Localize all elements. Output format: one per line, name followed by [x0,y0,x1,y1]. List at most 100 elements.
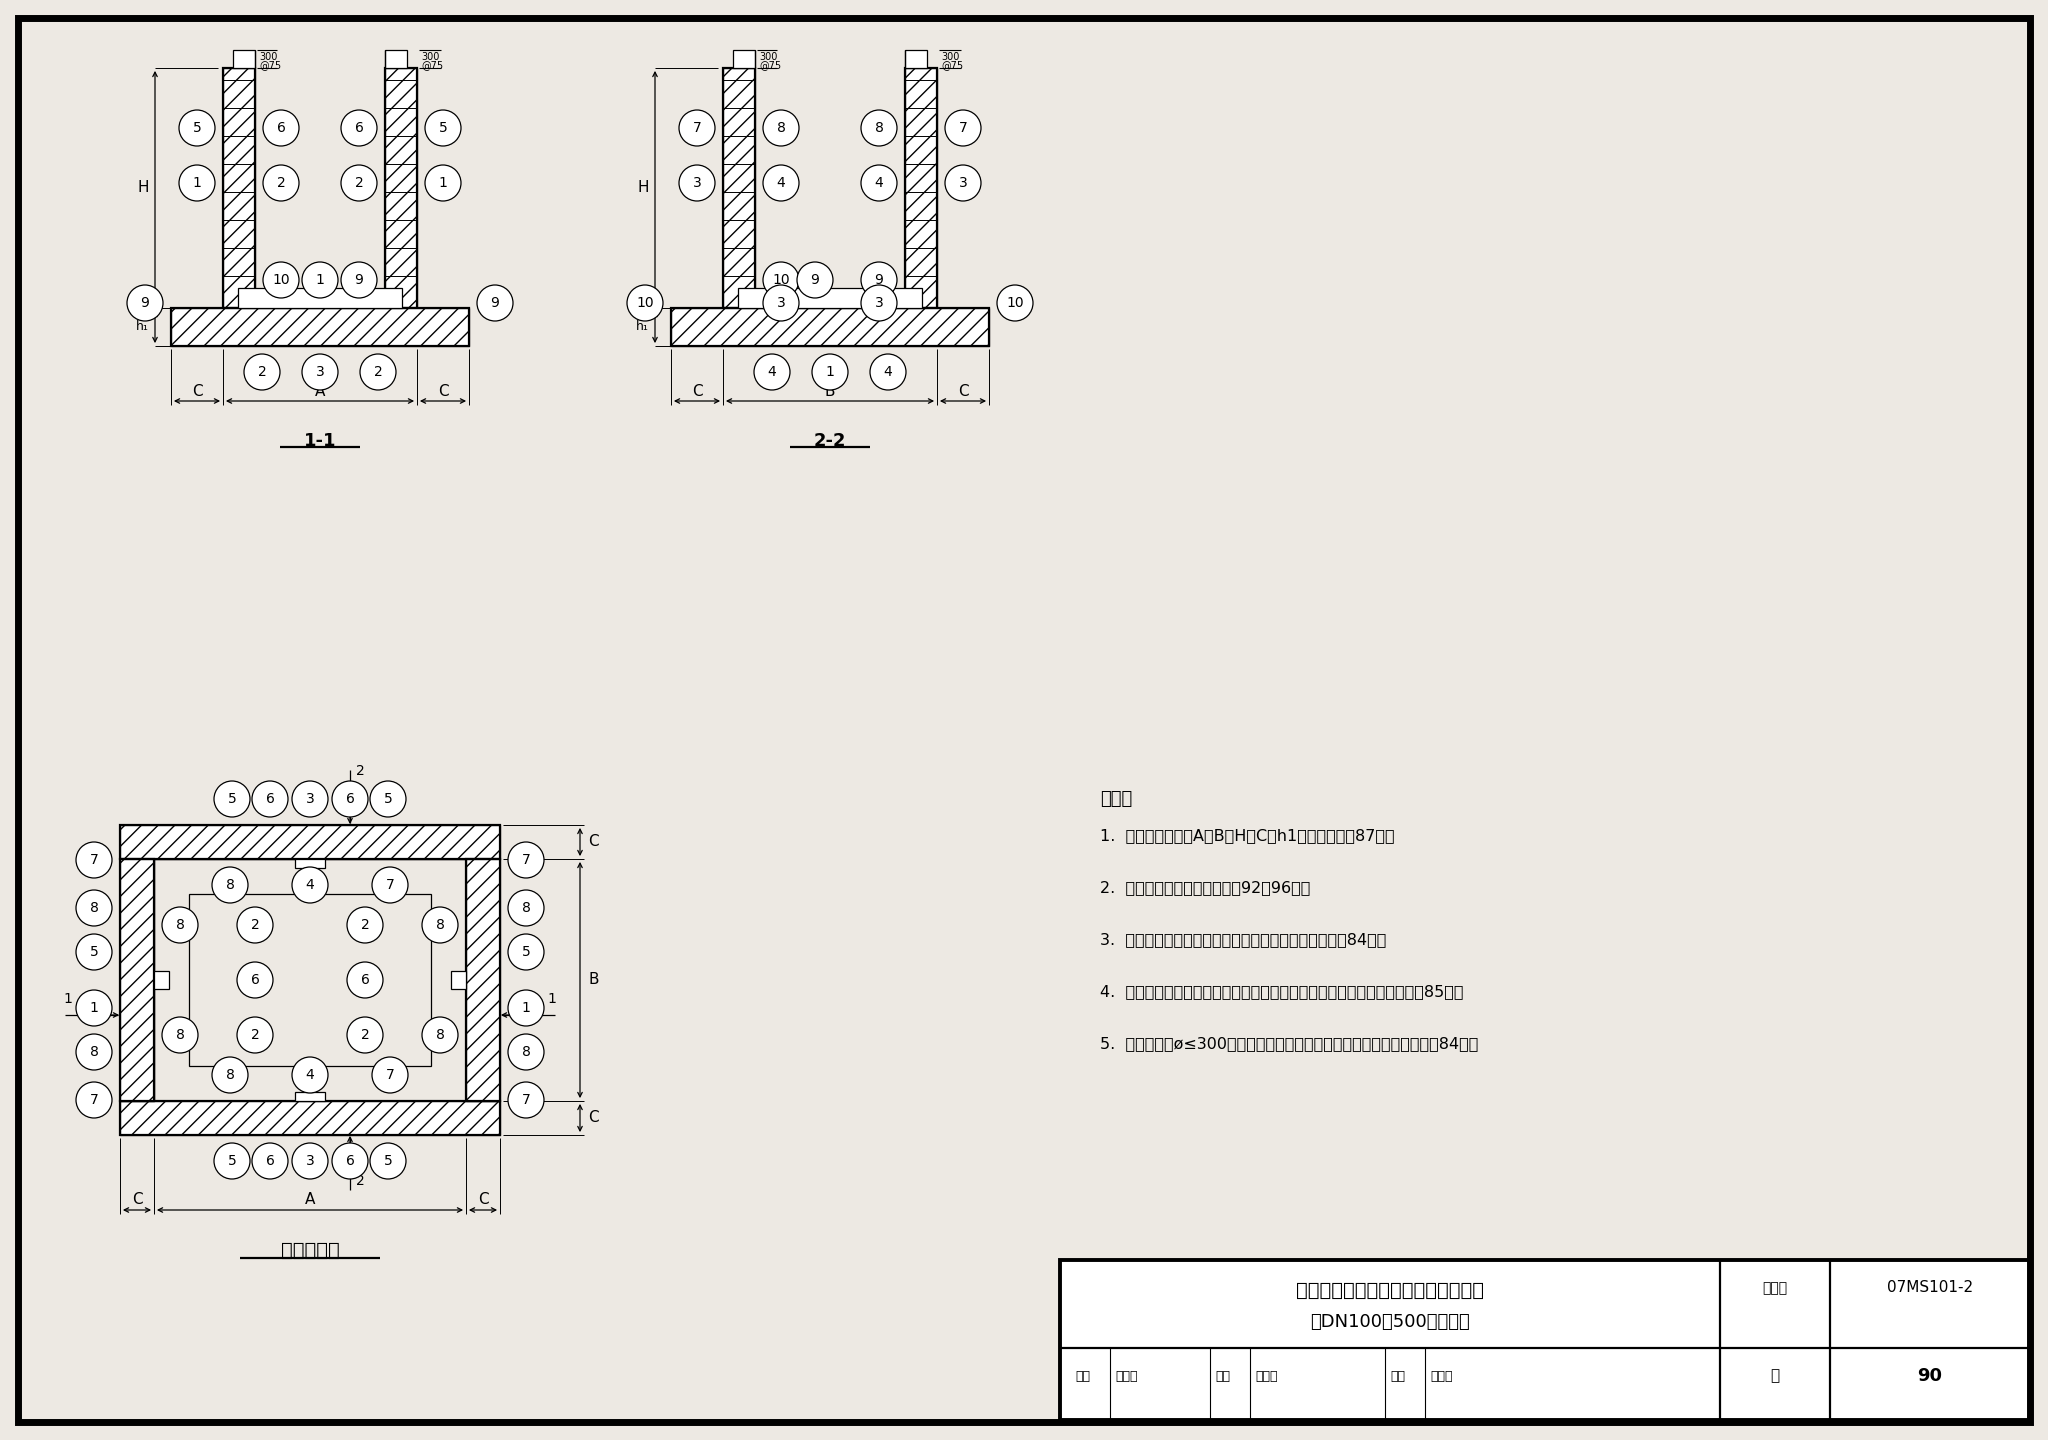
Circle shape [213,1143,250,1179]
Text: 2: 2 [258,364,266,379]
Text: 2: 2 [356,1174,365,1188]
Circle shape [76,890,113,926]
Text: 07MS101-2: 07MS101-2 [1886,1280,1972,1296]
Text: 8: 8 [176,1028,184,1043]
Bar [733,50,756,68]
Text: 3: 3 [305,1153,315,1168]
Circle shape [373,1057,408,1093]
Text: 2: 2 [276,176,285,190]
Circle shape [627,285,664,321]
Text: 7: 7 [385,1068,395,1081]
Circle shape [811,354,848,390]
Bar [154,860,467,1102]
Circle shape [293,1143,328,1179]
Text: 7: 7 [90,1093,98,1107]
Bar [154,971,170,989]
Circle shape [342,109,377,145]
Circle shape [426,109,461,145]
Text: 5: 5 [438,121,446,135]
Text: 7: 7 [522,852,530,867]
Text: @75: @75 [760,60,780,71]
Text: 3.  配合平面、剖面图，预埋防水套管尺寸表见本图集第84页。: 3. 配合平面、剖面图，预埋防水套管尺寸表见本图集第84页。 [1100,932,1386,948]
Circle shape [944,109,981,145]
Circle shape [422,907,459,943]
Text: 7: 7 [958,121,967,135]
Text: 8: 8 [90,901,98,914]
Text: 8: 8 [874,121,883,135]
Circle shape [508,1081,545,1117]
Bar [295,860,326,868]
Circle shape [178,166,215,202]
Text: 6: 6 [250,973,260,986]
Circle shape [346,1017,383,1053]
Circle shape [680,109,715,145]
Text: 10: 10 [272,274,291,287]
Bar [188,894,430,1066]
Text: 300: 300 [760,52,778,62]
Circle shape [360,354,395,390]
Circle shape [764,109,799,145]
Text: 5.  钢筋遇洞（ø≤300）时，要绕过洞口不得切断。洞口加筋见本图集第84页。: 5. 钢筋遇洞（ø≤300）时，要绕过洞口不得切断。洞口加筋见本图集第84页。 [1100,1035,1479,1051]
Circle shape [680,166,715,202]
Circle shape [508,890,545,926]
Bar [295,1092,326,1102]
Bar [467,860,500,1102]
Text: 7: 7 [90,852,98,867]
Text: 2-2: 2-2 [813,432,846,449]
Bar [672,308,989,346]
Bar [121,825,500,860]
Text: 10: 10 [772,274,791,287]
Text: 8: 8 [436,919,444,932]
Circle shape [301,354,338,390]
Text: 平面配筋图: 平面配筋图 [281,1240,340,1260]
Circle shape [127,285,164,321]
Text: 图集号: 图集号 [1763,1282,1788,1295]
Text: C: C [958,383,969,399]
Text: 2: 2 [250,919,260,932]
Circle shape [262,166,299,202]
Text: 1: 1 [547,992,557,1007]
Bar [451,971,467,989]
Bar [170,308,469,346]
Circle shape [252,780,289,816]
Circle shape [76,935,113,971]
Text: A: A [315,383,326,399]
Text: 4: 4 [305,1068,315,1081]
Circle shape [342,262,377,298]
Bar [385,68,418,308]
Text: 3: 3 [315,364,324,379]
Text: 2: 2 [373,364,383,379]
Text: C: C [477,1192,487,1208]
Text: 1: 1 [90,1001,98,1015]
Text: 4: 4 [874,176,883,190]
Bar [723,68,756,308]
Text: 4.  按平面、剖面图所示集水坑的位置设置集水坑，集水坑做法见本图集第85页。: 4. 按平面、剖面图所示集水坑的位置设置集水坑，集水坑做法见本图集第85页。 [1100,984,1464,999]
Circle shape [764,166,799,202]
Circle shape [426,166,461,202]
Bar [905,68,938,308]
Text: 4: 4 [776,176,784,190]
Text: 1: 1 [522,1001,530,1015]
Text: 3: 3 [874,297,883,310]
Circle shape [238,907,272,943]
Text: 2: 2 [354,176,362,190]
Text: 4: 4 [305,878,315,891]
Text: 8: 8 [522,901,530,914]
Text: H: H [137,180,150,196]
Text: 6: 6 [276,121,285,135]
Bar [238,288,401,308]
Circle shape [797,262,834,298]
Circle shape [508,991,545,1025]
Text: 8: 8 [776,121,786,135]
Bar [723,68,756,308]
Text: 1.  图中所注尺寸：A、B、H、C、h1详见本图集第87页。: 1. 图中所注尺寸：A、B、H、C、h1详见本图集第87页。 [1100,828,1395,842]
Text: 9: 9 [811,274,819,287]
Bar [672,308,989,346]
Text: 页: 页 [1769,1368,1780,1384]
Circle shape [508,1034,545,1070]
Text: C: C [131,1192,141,1208]
Circle shape [332,780,369,816]
Text: 8: 8 [436,1028,444,1043]
Text: 6: 6 [346,1153,354,1168]
Circle shape [860,262,897,298]
